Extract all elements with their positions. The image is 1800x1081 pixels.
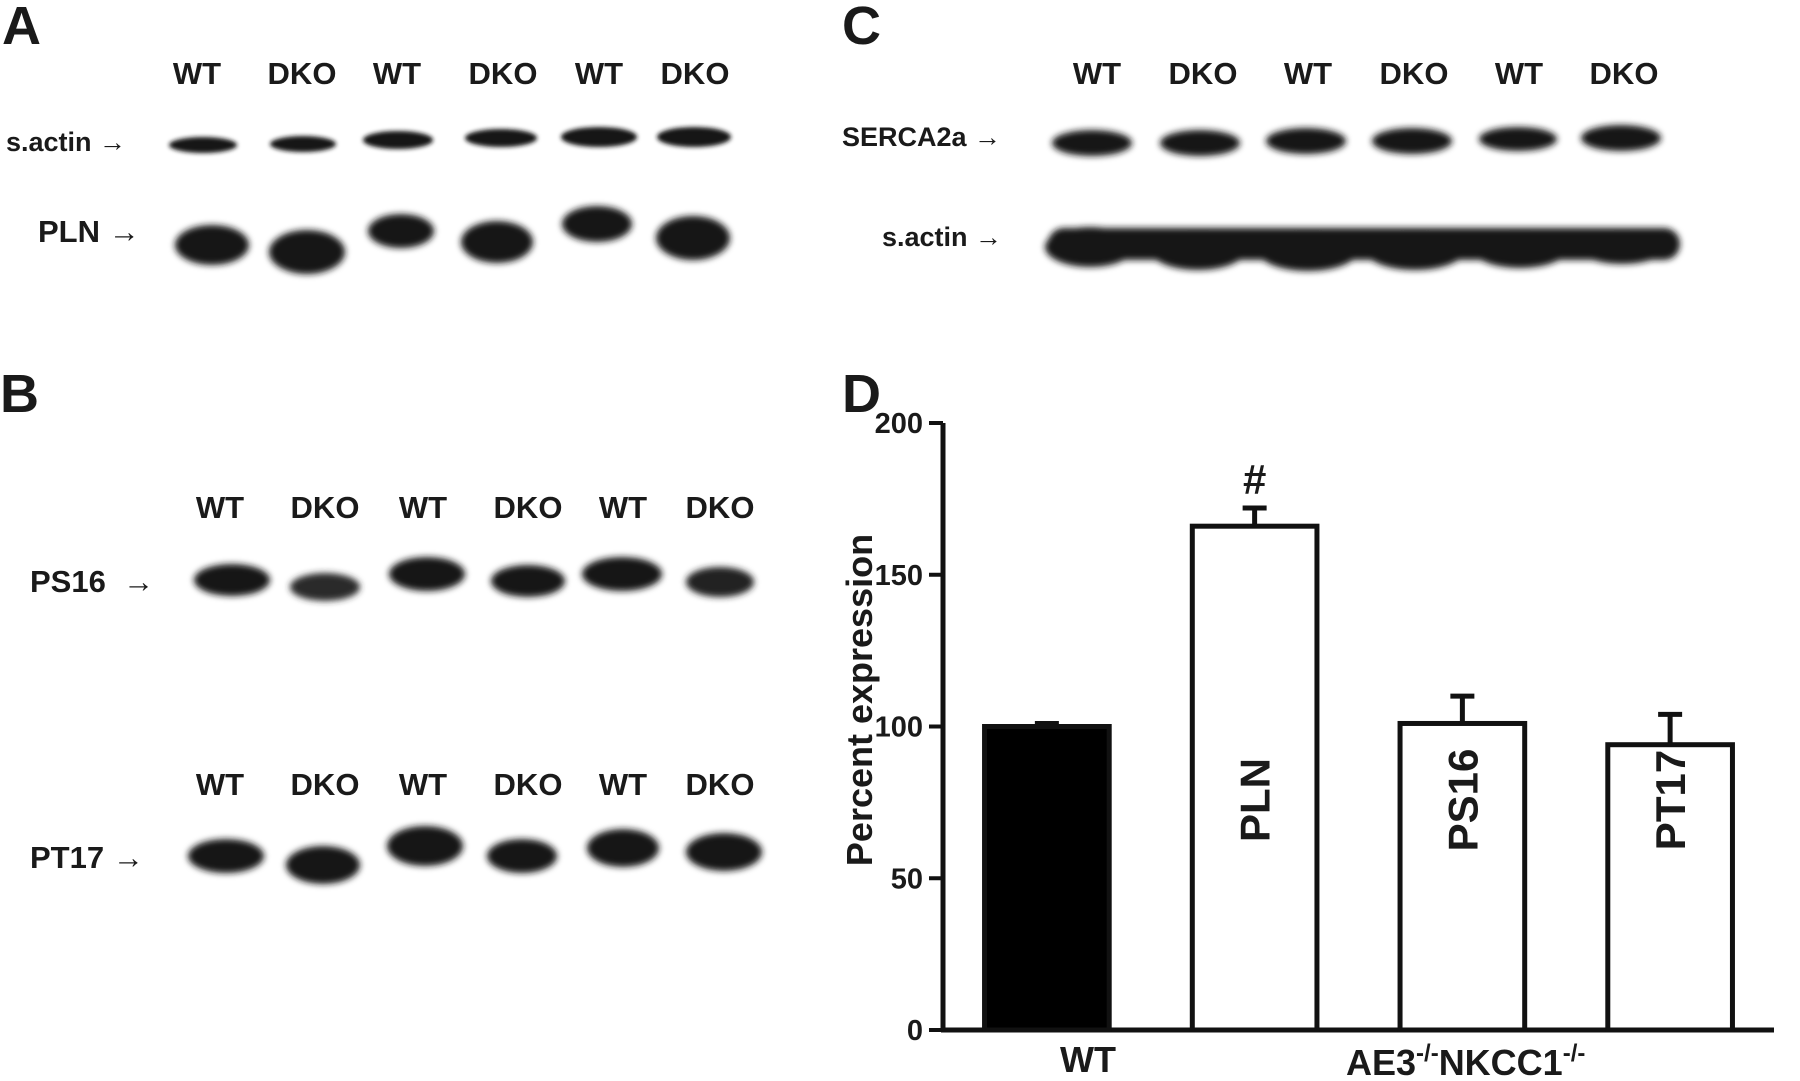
y-axis-label: Percent expression <box>839 534 880 866</box>
band-label-s-actin-c: s.actin → <box>882 222 1002 252</box>
lane-label: DKO <box>291 767 360 802</box>
lane-label: WT <box>196 767 244 802</box>
lane-label: DKO <box>686 490 755 525</box>
lane-label: DKO <box>1380 56 1449 91</box>
lane-label: DKO <box>494 767 563 802</box>
bar-pln <box>1189 523 1320 1033</box>
lane-label: DKO <box>469 56 538 91</box>
bar-label: PT17 <box>1647 750 1694 850</box>
bar-wt <box>982 724 1112 1033</box>
x-label-dko: AE3-/-NKCC1-/- <box>1346 1040 1585 1081</box>
y-tick-label: 50 <box>891 863 923 895</box>
lane-label: WT <box>1073 56 1121 91</box>
bar-ps16 <box>1397 720 1528 1033</box>
x-label-nkcc1: NKCC1 <box>1439 1042 1563 1081</box>
bar-chart: 0 50 100 150 200 PLN # PS16 PT17 <box>875 408 1774 1047</box>
lane-label: WT <box>575 56 623 91</box>
panel-d: D Percent expression 0 50 100 150 200 PLN # PS1… <box>839 364 1774 1081</box>
lane-label: WT <box>1284 56 1332 91</box>
lane-label: WT <box>599 490 647 525</box>
lane-label: DKO <box>291 490 360 525</box>
bar-label: PLN <box>1232 758 1279 842</box>
band-label-s-actin: s.actin → <box>6 127 126 157</box>
panel-a-letter: A <box>2 0 41 56</box>
lane-label: WT <box>399 767 447 802</box>
x-label-wt: WT <box>1060 1039 1116 1080</box>
panel-c: C WT DKO WT DKO WT DKO SERCA2a → s.actin… <box>842 0 1680 271</box>
lane-label: WT <box>196 490 244 525</box>
y-tick-label: 200 <box>875 408 923 440</box>
lane-label: WT <box>173 56 221 91</box>
band-label-pln: PLN → <box>38 214 140 249</box>
blot-s-actin-c <box>1045 227 1680 271</box>
panel-b-letter: B <box>0 364 39 424</box>
bar-label: PS16 <box>1439 749 1486 852</box>
blot-ps16 <box>194 557 754 601</box>
blot-serca2a <box>1052 125 1661 156</box>
x-label-ae3: AE3 <box>1346 1042 1416 1081</box>
band-label-serca2a: SERCA2a → <box>842 122 1001 152</box>
band-label-ps16: PS16 → <box>30 564 154 599</box>
lane-label: DKO <box>268 56 337 91</box>
lane-label: DKO <box>1169 56 1238 91</box>
band-label-pt17: PT17 → <box>30 840 144 875</box>
lane-label: DKO <box>686 767 755 802</box>
significance-marker: # <box>1243 456 1266 503</box>
x-label-ae3-sup: -/- <box>1416 1040 1439 1067</box>
lane-label: WT <box>599 767 647 802</box>
panel-a: A WT DKO WT DKO WT DKO s.actin → PLN → <box>2 0 731 274</box>
lane-label: DKO <box>661 56 730 91</box>
y-tick-label: 150 <box>875 560 923 592</box>
x-label-nkcc1-sup: -/- <box>1563 1040 1586 1067</box>
blot-pln <box>175 206 730 274</box>
y-tick-label: 100 <box>875 712 923 744</box>
bar-pt17 <box>1605 742 1735 1033</box>
lane-label: DKO <box>494 490 563 525</box>
lane-label: WT <box>1495 56 1543 91</box>
lane-label: WT <box>373 56 421 91</box>
lane-label: WT <box>399 490 447 525</box>
blot-s-actin-a <box>169 127 731 153</box>
panel-d-letter: D <box>842 364 881 424</box>
panel-c-letter: C <box>842 0 881 56</box>
lane-label: DKO <box>1590 56 1659 91</box>
y-tick-label: 0 <box>907 1015 923 1047</box>
panel-b: B WT DKO WT DKO WT DKO PS16 → WT DKO WT … <box>0 364 762 884</box>
x-group-labels: WT AE3-/-NKCC1-/- <box>1060 1039 1585 1081</box>
blot-pt17 <box>188 826 762 884</box>
